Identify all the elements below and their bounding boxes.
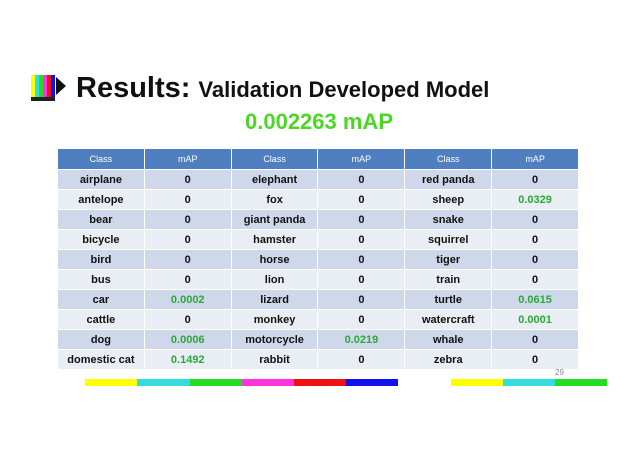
map-value-cell: 0	[491, 169, 579, 190]
color-stripe-segment	[189, 379, 242, 386]
table-row: car 0.0002 lizard 0 turtle 0.0615	[57, 289, 579, 310]
title-subtitle: Validation Developed Model	[198, 77, 490, 102]
column-header-map: mAP	[143, 148, 232, 170]
map-value-cell: 0	[317, 229, 406, 250]
results-table: Class mAP Class mAP Class mAP airplane 0 elepha…	[57, 148, 579, 370]
results-table-body: airplane 0 elephant 0 red panda 0 antelope 0 fox…	[57, 169, 579, 370]
class-name-cell: bear	[57, 209, 145, 230]
map-value-cell: 0.1492	[143, 349, 232, 370]
class-name-cell: hamster	[230, 229, 319, 250]
color-stripe-segment	[137, 379, 190, 386]
class-name-cell: car	[57, 289, 145, 310]
column-header-class: Class	[404, 148, 493, 170]
map-value-cell: 0	[317, 189, 406, 210]
table-row: dog 0.0006 motorcycle 0.0219 whale 0	[57, 329, 579, 350]
table-row: bird 0 horse 0 tiger 0	[57, 249, 579, 270]
class-name-cell: lizard	[230, 289, 319, 310]
class-name-cell: airplane	[57, 169, 145, 190]
table-row: domestic cat 0.1492 rabbit 0 zebra 0	[57, 349, 579, 370]
class-name-cell: squirrel	[404, 229, 493, 250]
map-value-cell: 0.0329	[491, 189, 579, 210]
class-name-cell: tiger	[404, 249, 493, 270]
table-row: bus 0 lion 0 train 0	[57, 269, 579, 290]
map-value-cell: 0.0002	[143, 289, 232, 310]
map-value-cell: 0	[491, 269, 579, 290]
table-row: airplane 0 elephant 0 red panda 0	[57, 169, 579, 190]
class-name-cell: fox	[230, 189, 319, 210]
class-name-cell: red panda	[404, 169, 493, 190]
column-header-class: Class	[230, 148, 319, 170]
map-value-cell: 0	[143, 169, 232, 190]
map-value-cell: 0	[317, 169, 406, 190]
table-row: bicycle 0 hamster 0 squirrel 0	[57, 229, 579, 250]
class-name-cell: dog	[57, 329, 145, 350]
class-name-cell: domestic cat	[57, 349, 145, 370]
table-row: bear 0 giant panda 0 snake 0	[57, 209, 579, 230]
class-name-cell: giant panda	[230, 209, 319, 230]
tv-color-bars-logo-icon	[31, 75, 66, 101]
class-name-cell: turtle	[404, 289, 493, 310]
class-name-cell: lion	[230, 269, 319, 290]
map-value-cell: 0.0219	[317, 329, 406, 350]
map-value-cell: 0	[317, 309, 406, 330]
color-stripe-bar	[33, 379, 608, 386]
map-value-cell: 0	[491, 209, 579, 230]
class-name-cell: whale	[404, 329, 493, 350]
class-name-cell: watercraft	[404, 309, 493, 330]
color-stripe-segment	[398, 379, 451, 386]
title-main: Results:	[76, 72, 191, 104]
class-name-cell: antelope	[57, 189, 145, 210]
class-name-cell: horse	[230, 249, 319, 270]
class-name-cell: sheep	[404, 189, 493, 210]
color-stripe-segment	[502, 379, 555, 386]
map-value-cell: 0	[143, 269, 232, 290]
map-value-cell: 0	[143, 309, 232, 330]
map-value-cell: 0.0615	[491, 289, 579, 310]
color-stripe-segment	[85, 379, 138, 386]
class-name-cell: rabbit	[230, 349, 319, 370]
color-stripe-segment	[33, 379, 86, 386]
class-name-cell: monkey	[230, 309, 319, 330]
map-value-cell: 0	[143, 189, 232, 210]
table-row: cattle 0 monkey 0 watercraft 0.0001	[57, 309, 579, 330]
column-header-map: mAP	[317, 148, 406, 170]
class-name-cell: snake	[404, 209, 493, 230]
map-value-cell: 0	[491, 349, 579, 370]
color-stripe-segment	[554, 379, 608, 386]
map-value-cell: 0	[491, 229, 579, 250]
column-header-map: mAP	[491, 148, 579, 170]
map-value-cell: 0	[143, 249, 232, 270]
map-value-cell: 0	[317, 249, 406, 270]
class-name-cell: elephant	[230, 169, 319, 190]
color-stripe-segment	[450, 379, 503, 386]
class-name-cell: bus	[57, 269, 145, 290]
header-row: Class mAP Class mAP Class mAP	[57, 148, 579, 170]
map-value-cell: 0	[143, 229, 232, 250]
map-value-cell: 0	[491, 329, 579, 350]
color-stripe-segment	[346, 379, 399, 386]
table-row: antelope 0 fox 0 sheep 0.0329	[57, 189, 579, 210]
map-value-cell: 0	[317, 289, 406, 310]
class-name-cell: train	[404, 269, 493, 290]
color-stripe-segment	[293, 379, 347, 386]
map-value-cell: 0	[491, 249, 579, 270]
class-name-cell: motorcycle	[230, 329, 319, 350]
page-number: 29	[555, 368, 564, 377]
total-map-value: 0.002263 mAP	[245, 109, 393, 134]
class-name-cell: cattle	[57, 309, 145, 330]
map-value-cell: 0.0001	[491, 309, 579, 330]
map-value-cell: 0	[317, 209, 406, 230]
map-value-cell: 0	[317, 269, 406, 290]
class-name-cell: zebra	[404, 349, 493, 370]
map-value-cell: 0.0006	[143, 329, 232, 350]
slide-title: Results: Validation Developed Model	[76, 70, 489, 103]
results-table-header: Class mAP Class mAP Class mAP	[57, 148, 579, 170]
column-header-class: Class	[57, 148, 145, 170]
map-value-cell: 0	[143, 209, 232, 230]
map-value-cell: 0	[317, 349, 406, 370]
color-stripe-segment	[241, 379, 294, 386]
class-name-cell: bird	[57, 249, 145, 270]
class-name-cell: bicycle	[57, 229, 145, 250]
